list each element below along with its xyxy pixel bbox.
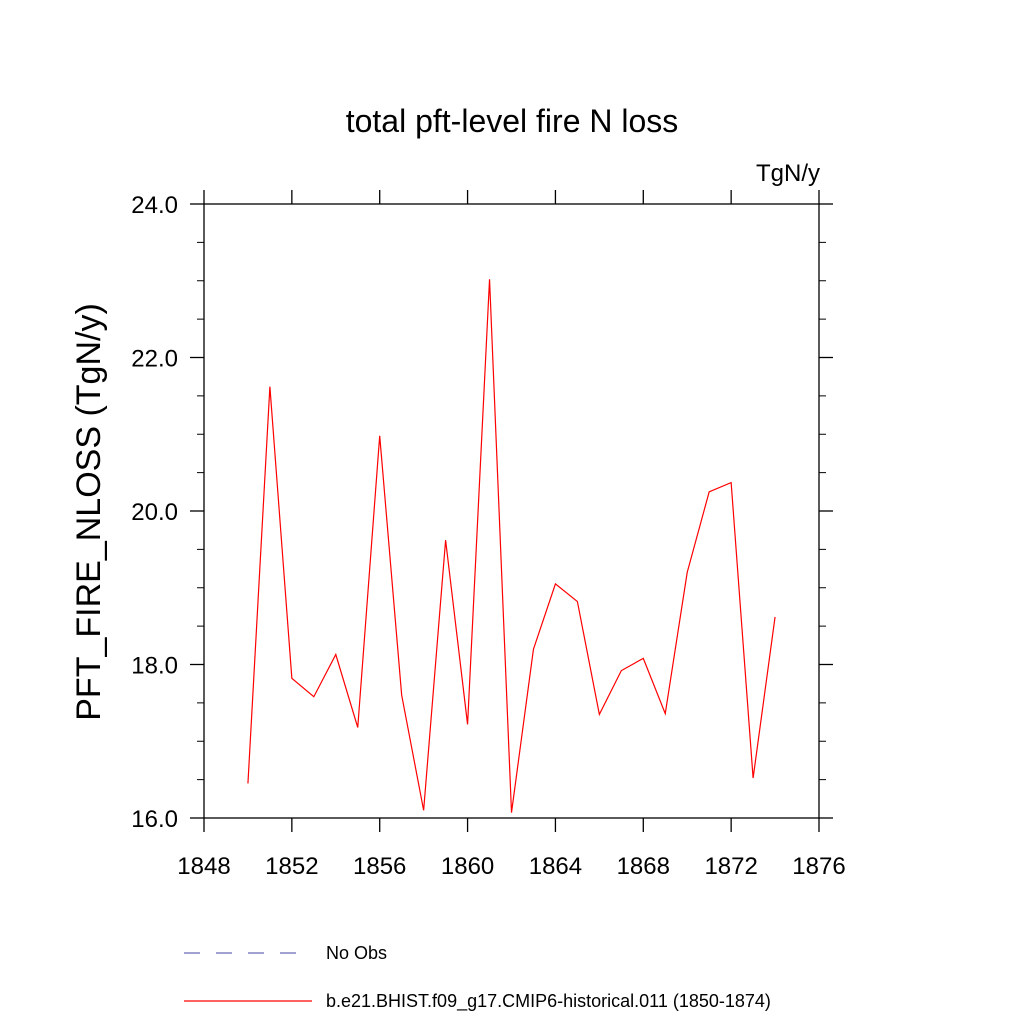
plot-frame [203, 203, 820, 819]
y-tick-label: 20.0 [131, 499, 178, 526]
y-tick-labels: 16.0 18.0 20.0 22.0 24.0 [131, 192, 178, 833]
units-label: TgN/y [756, 160, 820, 187]
major-ticks [190, 190, 833, 832]
x-tick-label: 1852 [265, 853, 318, 880]
legend-label-no-obs: No Obs [326, 943, 387, 963]
x-tick-label: 1864 [529, 853, 582, 880]
x-tick-labels: 1848 1852 1856 1860 1864 1868 1872 1876 [177, 853, 845, 880]
x-tick-label: 1856 [353, 853, 406, 880]
x-tick-label: 1868 [617, 853, 670, 880]
y-tick-label: 18.0 [131, 653, 178, 680]
y-tick-label: 24.0 [131, 192, 178, 219]
y-axis-label: PFT_FIRE_NLOSS (TgN/y) [70, 303, 108, 721]
legend-label-historical: b.e21.BHIST.f09_g17.CMIP6-historical.011… [326, 991, 771, 1012]
chart-title: total pft-level fire N loss [346, 103, 679, 139]
x-tick-label: 1872 [704, 853, 757, 880]
y-tick-label: 16.0 [131, 806, 178, 833]
y-tick-label: 22.0 [131, 346, 178, 373]
series-line [247, 279, 776, 813]
legend: No Obs b.e21.BHIST.f09_g17.CMIP6-histori… [184, 943, 771, 1012]
x-tick-label: 1876 [792, 853, 845, 880]
x-tick-label: 1848 [177, 853, 230, 880]
series-layer [247, 279, 776, 813]
x-tick-label: 1860 [441, 853, 494, 880]
minor-ticks [197, 241, 826, 781]
